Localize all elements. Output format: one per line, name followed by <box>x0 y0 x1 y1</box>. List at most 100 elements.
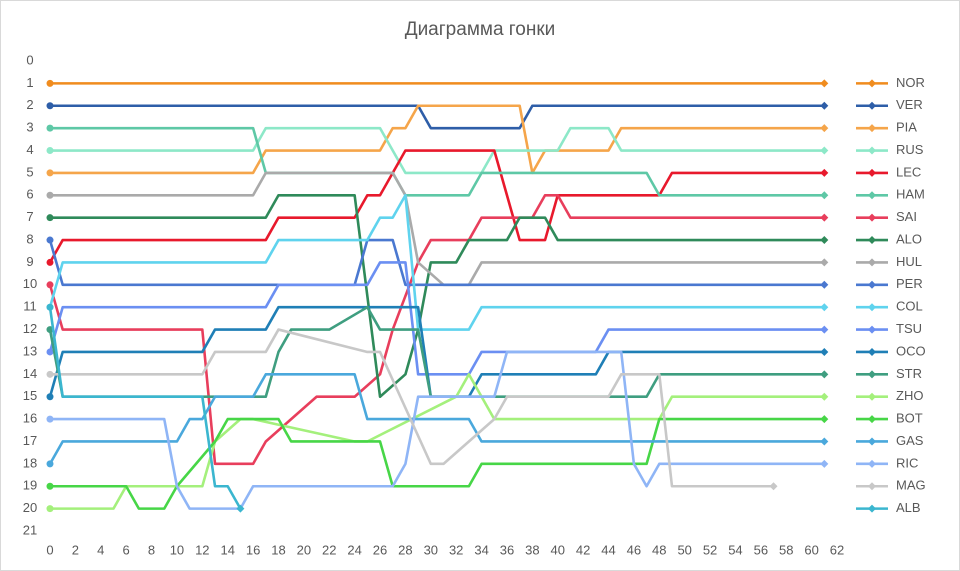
end-marker <box>820 236 829 245</box>
legend-marker <box>868 347 876 356</box>
end-marker <box>820 459 829 468</box>
x-tick-label: 44 <box>601 542 615 557</box>
end-marker <box>820 213 829 222</box>
start-marker <box>46 460 54 468</box>
legend-label: RIC <box>896 455 918 470</box>
start-marker <box>46 348 54 356</box>
x-tick-label: 2 <box>72 542 79 557</box>
y-tick-label: 8 <box>26 231 33 246</box>
legend-marker <box>868 191 876 200</box>
legend-marker <box>868 101 876 110</box>
start-marker <box>46 147 54 155</box>
legend-marker <box>868 258 876 267</box>
series-line <box>48 307 242 510</box>
start-marker <box>46 214 54 222</box>
series-line <box>48 149 825 264</box>
x-tick-label: 4 <box>97 542 104 557</box>
start-marker <box>46 303 54 311</box>
start-marker <box>46 79 54 87</box>
end-marker <box>820 347 829 356</box>
legend-label: COL <box>896 299 923 314</box>
start-marker <box>46 281 54 289</box>
y-tick-label: 4 <box>26 142 33 157</box>
legend-marker <box>868 168 876 177</box>
x-tick-label: 60 <box>804 542 818 557</box>
end-marker <box>820 124 829 133</box>
x-tick-label: 32 <box>449 542 463 557</box>
x-tick-label: 52 <box>703 542 717 557</box>
legend-marker <box>868 437 876 446</box>
y-tick-label: 19 <box>23 478 37 493</box>
legend-marker <box>868 415 876 424</box>
y-tick-label: 10 <box>23 276 37 291</box>
end-marker <box>820 437 829 446</box>
legend-label: RUS <box>896 142 924 157</box>
end-marker <box>820 392 829 401</box>
end-marker <box>820 79 829 88</box>
series-line <box>48 193 825 331</box>
x-tick-label: 8 <box>148 542 155 557</box>
x-tick-label: 56 <box>754 542 768 557</box>
end-marker <box>820 101 829 110</box>
x-tick-label: 10 <box>170 542 184 557</box>
start-marker <box>46 124 54 132</box>
start-marker <box>46 169 54 177</box>
x-tick-label: 0 <box>46 542 53 557</box>
x-tick-label: 58 <box>779 542 793 557</box>
legend-marker <box>868 370 876 379</box>
x-tick-label: 16 <box>246 542 260 557</box>
y-tick-label: 0 <box>26 52 33 67</box>
legend-marker <box>868 213 876 222</box>
legend-marker <box>868 459 876 468</box>
start-marker <box>46 505 54 513</box>
series-line <box>48 305 825 399</box>
y-tick-label: 14 <box>23 366 37 381</box>
y-tick-label: 15 <box>23 388 37 403</box>
x-tick-label: 46 <box>627 542 641 557</box>
start-marker <box>46 393 54 401</box>
legend-label: PER <box>896 276 923 291</box>
end-marker <box>820 303 829 312</box>
end-marker <box>820 415 829 424</box>
legend-label: ZHO <box>896 388 923 403</box>
y-tick-label: 1 <box>26 75 33 90</box>
x-tick-label: 54 <box>728 542 742 557</box>
start-marker <box>46 370 54 378</box>
legend-label: HUL <box>896 254 922 269</box>
legend-label: NOR <box>896 75 925 90</box>
y-tick-label: 20 <box>23 500 37 515</box>
legend-marker <box>868 79 876 88</box>
y-tick-label: 2 <box>26 97 33 112</box>
series-line <box>48 305 825 399</box>
end-marker <box>820 370 829 379</box>
end-marker <box>820 191 829 200</box>
series-line <box>50 126 825 175</box>
end-marker <box>820 168 829 177</box>
series-line <box>50 104 825 130</box>
x-tick-label: 36 <box>500 542 514 557</box>
series-line <box>48 373 825 465</box>
start-marker <box>46 482 54 490</box>
start-marker <box>46 258 54 266</box>
x-tick-label: 24 <box>347 542 361 557</box>
start-marker <box>46 415 54 423</box>
x-tick-label: 26 <box>373 542 387 557</box>
x-tick-label: 40 <box>551 542 565 557</box>
legend-label: LEC <box>896 164 921 179</box>
legend-marker <box>868 482 876 491</box>
legend-label: OCO <box>896 343 926 358</box>
y-tick-label: 7 <box>26 209 33 224</box>
legend-label: GAS <box>896 433 924 448</box>
end-marker <box>820 280 829 289</box>
y-tick-label: 21 <box>23 522 37 537</box>
y-tick-label: 11 <box>23 299 37 314</box>
y-tick-label: 17 <box>23 433 37 448</box>
end-marker <box>236 504 245 513</box>
legend-label: PIA <box>896 120 917 135</box>
end-marker <box>769 482 778 491</box>
series-line <box>48 193 825 466</box>
legend-label: VER <box>896 97 923 112</box>
series-line <box>50 126 825 197</box>
y-tick-label: 9 <box>26 254 33 269</box>
